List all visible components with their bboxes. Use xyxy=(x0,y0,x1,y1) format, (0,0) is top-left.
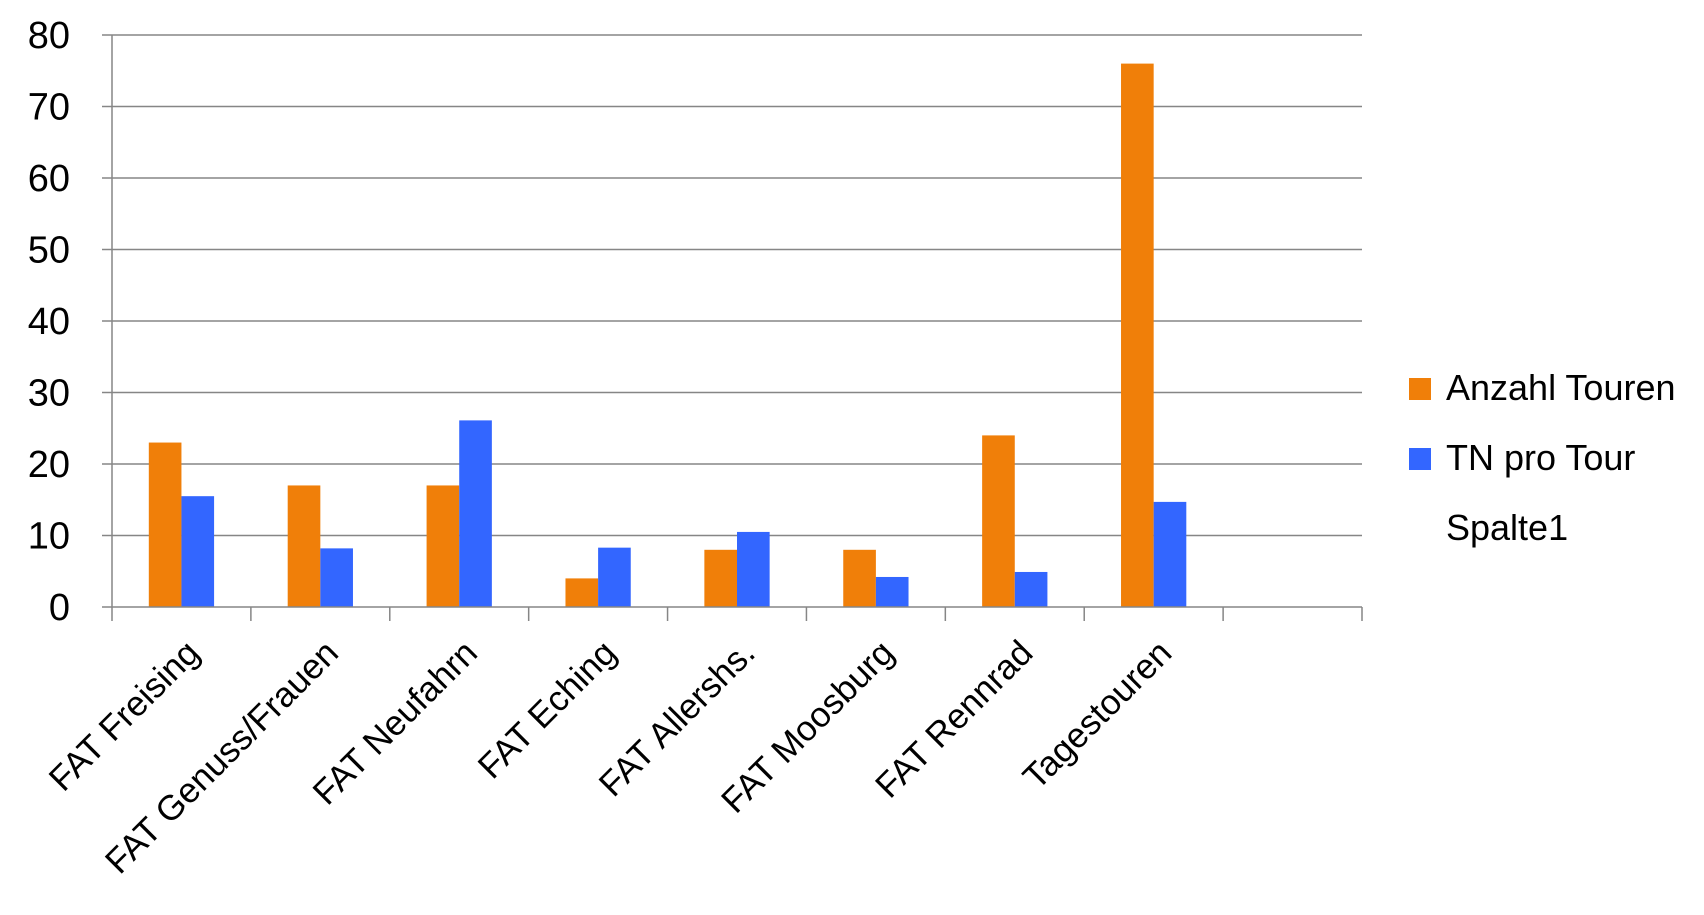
x-tick-label: FAT Genuss/Frauen xyxy=(98,633,346,881)
y-tick-label: 20 xyxy=(28,444,70,486)
y-tick-label: 50 xyxy=(28,230,70,272)
bar-anzahl-touren xyxy=(426,485,460,607)
bar-anzahl-touren xyxy=(1121,63,1154,608)
bar-anzahl-touren xyxy=(843,549,876,607)
y-tick-label: 70 xyxy=(28,87,70,129)
bar-tn-pro-tour xyxy=(459,420,492,607)
bar-tn-pro-tour xyxy=(320,548,353,607)
gridlines xyxy=(112,34,1362,537)
bar-anzahl-touren xyxy=(704,549,737,607)
y-tick-labels: 0 10 20 30 40 50 60 70 80 xyxy=(28,15,70,629)
x-tick-label: Tagestouren xyxy=(1016,633,1180,797)
legend-label: Spalte1 xyxy=(1446,507,1568,548)
y-tick-label: 30 xyxy=(28,373,70,415)
x-tick-label: FAT Eching xyxy=(471,633,624,786)
bar-anzahl-touren xyxy=(148,442,182,607)
legend-label: Anzahl Touren xyxy=(1446,367,1676,408)
y-tick-label: 60 xyxy=(28,158,70,200)
legend-swatch xyxy=(1409,378,1431,400)
bar-tn-pro-tour xyxy=(598,547,631,607)
bar-tn-pro-tour xyxy=(1014,571,1048,607)
y-tick-label: 0 xyxy=(49,587,70,629)
axes xyxy=(102,34,1363,621)
bar-tn-pro-tour xyxy=(875,576,909,607)
bars xyxy=(148,63,1187,608)
bar-tn-pro-tour xyxy=(737,531,770,607)
legend-label: TN pro Tour xyxy=(1446,437,1635,478)
bar-tn-pro-tour xyxy=(1153,501,1187,607)
bar-anzahl-touren xyxy=(565,578,599,607)
legend: Anzahl Touren TN pro Tour Spalte1 xyxy=(1409,367,1676,548)
bar-tn-pro-tour xyxy=(181,496,215,607)
y-tick-label: 10 xyxy=(28,516,70,558)
y-tick-label: 80 xyxy=(28,15,70,57)
bar-anzahl-touren xyxy=(287,485,321,607)
y-tick-label: 40 xyxy=(28,301,70,343)
bar-anzahl-touren xyxy=(982,435,1015,607)
legend-swatch xyxy=(1409,448,1431,470)
